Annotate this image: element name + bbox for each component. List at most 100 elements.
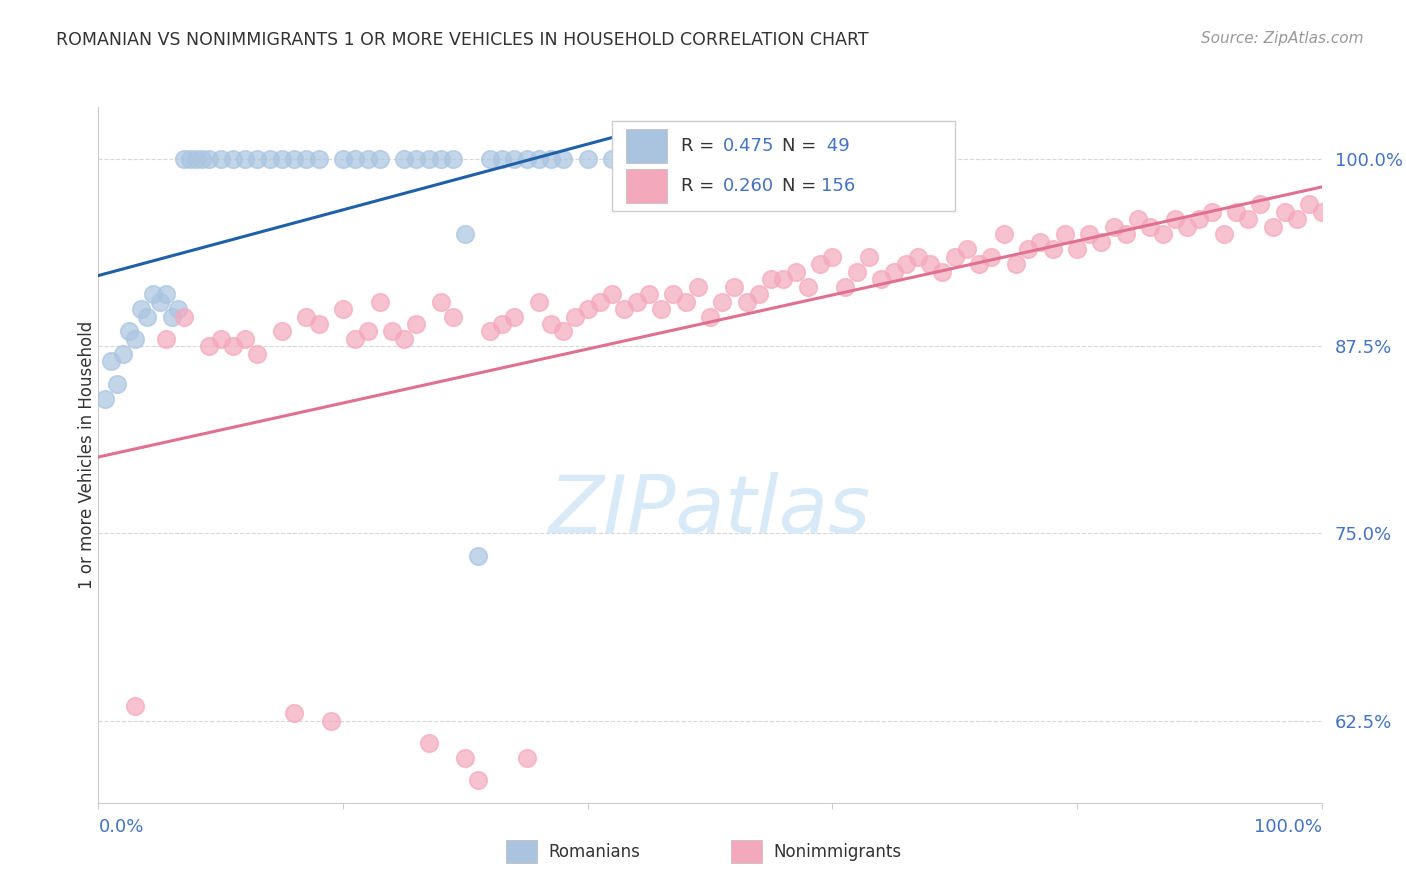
Point	[441, 153, 464, 167]
Point	[1188, 212, 1211, 227]
Point	[1017, 242, 1039, 256]
Text: Source: ZipAtlas.com: Source: ZipAtlas.com	[1201, 31, 1364, 46]
Text: 0.475: 0.475	[723, 137, 775, 155]
Text: 100.0%: 100.0%	[1254, 818, 1322, 836]
Point	[124, 332, 146, 346]
Point	[392, 332, 416, 346]
Point	[516, 153, 538, 167]
Point	[527, 294, 550, 309]
Point	[368, 294, 391, 309]
Point	[956, 242, 979, 256]
Point	[808, 257, 831, 271]
Point	[650, 301, 672, 316]
Point	[332, 153, 354, 167]
Point	[980, 250, 1002, 264]
Point	[430, 153, 453, 167]
Point	[142, 287, 165, 301]
Point	[222, 153, 245, 167]
Point	[283, 153, 305, 167]
Point	[1090, 235, 1112, 249]
Point	[467, 549, 489, 563]
Point	[540, 317, 562, 331]
Point	[1310, 204, 1333, 219]
Point	[1128, 212, 1150, 227]
Text: 0.260: 0.260	[723, 178, 773, 195]
Point	[129, 301, 152, 316]
Point	[527, 153, 550, 167]
Point	[576, 301, 599, 316]
Point	[233, 153, 256, 167]
Point	[209, 332, 232, 346]
Point	[1042, 242, 1064, 256]
Point	[686, 279, 709, 293]
Point	[626, 153, 648, 167]
Point	[405, 153, 427, 167]
Point	[418, 153, 440, 167]
Point	[943, 250, 966, 264]
Point	[295, 153, 318, 167]
Point	[454, 751, 477, 765]
Point	[441, 310, 464, 324]
Point	[186, 153, 208, 167]
Point	[233, 332, 256, 346]
Point	[344, 153, 367, 167]
Point	[100, 354, 122, 368]
Point	[1250, 197, 1272, 211]
Point	[637, 287, 661, 301]
Point	[418, 736, 440, 750]
Point	[356, 153, 378, 167]
Point	[454, 227, 477, 242]
Point	[270, 153, 294, 167]
Point	[93, 392, 115, 406]
Point	[319, 714, 342, 728]
Point	[1175, 219, 1198, 234]
Point	[931, 265, 953, 279]
Text: R =: R =	[681, 178, 720, 195]
Point	[576, 153, 599, 167]
Point	[564, 310, 586, 324]
Point	[553, 153, 575, 167]
Point	[797, 279, 820, 293]
Point	[1298, 197, 1320, 211]
Point	[381, 325, 404, 339]
Point	[907, 250, 929, 264]
Point	[155, 332, 177, 346]
Point	[149, 294, 172, 309]
Point	[197, 339, 219, 353]
Point	[1029, 235, 1052, 249]
Point	[516, 751, 538, 765]
Y-axis label: 1 or more Vehicles in Household: 1 or more Vehicles in Household	[79, 321, 96, 589]
Point	[858, 250, 880, 264]
Point	[344, 332, 367, 346]
Point	[308, 153, 330, 167]
Text: N =: N =	[782, 178, 823, 195]
Point	[821, 250, 844, 264]
Text: R =: R =	[681, 137, 720, 155]
Point	[160, 310, 183, 324]
Point	[845, 265, 868, 279]
Point	[894, 257, 917, 271]
Point	[540, 153, 562, 167]
Text: N =: N =	[782, 137, 823, 155]
Point	[553, 325, 575, 339]
Point	[246, 347, 269, 361]
Text: ROMANIAN VS NONIMMIGRANTS 1 OR MORE VEHICLES IN HOUSEHOLD CORRELATION CHART: ROMANIAN VS NONIMMIGRANTS 1 OR MORE VEHI…	[56, 31, 869, 49]
Point	[761, 272, 783, 286]
Point	[491, 153, 513, 167]
Text: ZIPatlas: ZIPatlas	[548, 472, 872, 549]
Point	[197, 153, 219, 167]
Point	[295, 310, 318, 324]
Point	[600, 153, 623, 167]
Point	[723, 279, 745, 293]
Point	[467, 773, 489, 788]
Point	[772, 272, 794, 286]
Point	[735, 294, 758, 309]
Point	[209, 153, 232, 167]
Point	[478, 153, 501, 167]
Point	[503, 153, 526, 167]
Point	[613, 153, 636, 167]
Point	[167, 301, 190, 316]
Point	[711, 294, 734, 309]
Point	[1201, 204, 1223, 219]
Point	[259, 153, 281, 167]
